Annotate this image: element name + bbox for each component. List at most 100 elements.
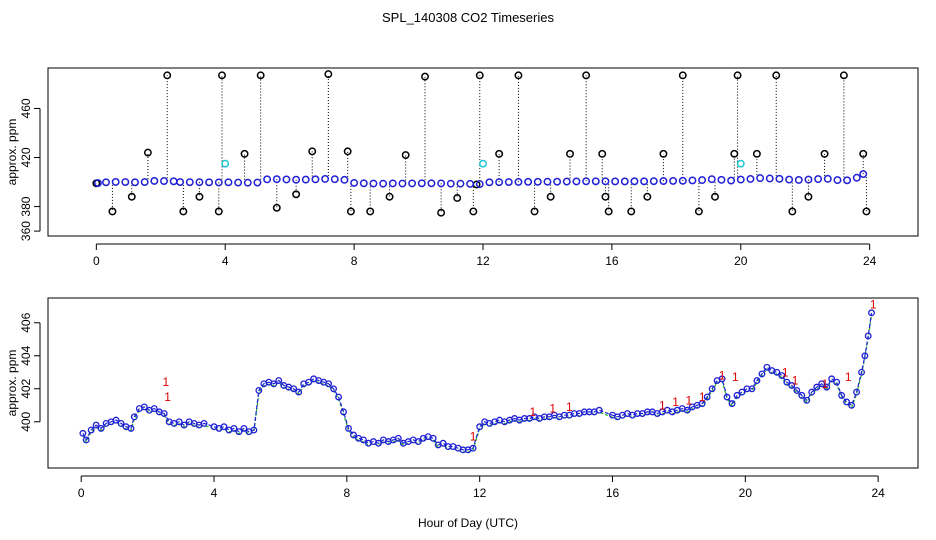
data-point — [868, 309, 875, 317]
data-point — [175, 418, 183, 426]
data-point — [160, 177, 168, 186]
data-point — [388, 179, 397, 188]
data-point — [630, 177, 639, 186]
data-point — [394, 434, 402, 442]
data-point — [843, 398, 851, 406]
data-point — [794, 176, 803, 184]
data-point — [200, 419, 208, 427]
data-point — [814, 175, 823, 184]
spike-point — [366, 207, 375, 216]
red-label-point: 1 — [672, 395, 679, 409]
data-point — [82, 436, 90, 444]
data-point — [649, 177, 658, 186]
data-point — [864, 332, 872, 340]
chart-title: SPL_140308 CO2 Timeseries — [382, 10, 554, 25]
y-tick-label: 404 — [19, 345, 33, 365]
data-point — [345, 424, 352, 432]
data-point — [180, 421, 188, 429]
data-point — [808, 388, 816, 396]
y-tick-label: 460 — [19, 98, 33, 118]
data-point — [727, 176, 736, 185]
y-tick-label: 406 — [19, 312, 33, 332]
data-point — [718, 375, 726, 383]
data-point — [427, 179, 436, 188]
data-point — [818, 380, 826, 388]
data-point — [562, 177, 571, 186]
spike-point — [324, 70, 333, 79]
spike-point — [292, 190, 301, 199]
data-point — [828, 375, 836, 383]
spike-point — [272, 203, 281, 212]
red-label-point: 1 — [719, 369, 726, 383]
data-point — [688, 176, 697, 185]
spike-point — [401, 151, 410, 160]
data-point — [131, 178, 139, 187]
y-tick-label: 402 — [19, 378, 33, 398]
y-tick-label: 360 — [19, 221, 33, 241]
data-point — [160, 410, 168, 417]
data-point — [553, 177, 562, 186]
data-point — [708, 385, 716, 393]
data-point — [736, 175, 745, 184]
spike-point — [453, 194, 462, 202]
spike-point — [475, 71, 484, 80]
data-point — [763, 363, 771, 371]
spike-point — [308, 147, 317, 156]
spike-point — [108, 207, 117, 216]
spike-point — [804, 192, 813, 201]
red-label-point: 1 — [792, 374, 799, 388]
data-point — [524, 177, 533, 186]
data-point — [429, 434, 437, 442]
data-point — [292, 175, 301, 184]
data-point — [485, 178, 494, 187]
data-point — [195, 178, 204, 187]
data-point — [703, 393, 711, 401]
spike-point — [163, 71, 172, 80]
data-point — [859, 170, 868, 179]
data-point — [111, 177, 120, 186]
series-line-green — [82, 314, 873, 453]
red-label-point: 1 — [566, 400, 573, 414]
x-tick-label: 16 — [606, 486, 620, 500]
y-axis-label: approx. ppm — [5, 119, 19, 186]
data-point — [398, 179, 407, 188]
data-point — [798, 391, 806, 399]
data-point — [240, 424, 248, 432]
data-point — [698, 176, 707, 185]
spike-point — [820, 149, 829, 158]
data-point — [804, 175, 813, 184]
data-point — [833, 378, 841, 386]
data-point — [843, 176, 852, 185]
data-point — [748, 385, 756, 393]
data-point — [683, 406, 691, 414]
data-point — [717, 175, 726, 184]
spike-point — [839, 71, 848, 80]
data-point — [140, 403, 148, 411]
data-point — [350, 178, 359, 187]
red-label-point: 1 — [164, 390, 171, 404]
spike-point — [659, 149, 668, 158]
cyan-point — [736, 159, 745, 168]
data-point — [270, 380, 278, 388]
spike-point — [421, 72, 429, 81]
cyan-point — [479, 159, 487, 168]
data-point — [263, 175, 272, 184]
series-line-blue — [82, 312, 873, 451]
x-tick-label: 8 — [344, 486, 351, 500]
spike-point — [346, 207, 355, 216]
x-tick-label: 24 — [863, 254, 877, 268]
data-point — [669, 176, 678, 185]
spike-point — [862, 207, 871, 216]
data-point — [601, 177, 610, 186]
data-point — [272, 175, 281, 184]
data-point — [350, 431, 357, 439]
spike-point — [627, 207, 636, 216]
data-point — [746, 175, 755, 183]
data-point — [437, 179, 446, 188]
red-label-point: 1 — [822, 377, 829, 391]
red-label-point: 1 — [699, 390, 706, 404]
spike-point — [214, 207, 223, 216]
data-point — [369, 179, 378, 188]
data-point — [758, 370, 766, 378]
data-point — [379, 179, 388, 188]
